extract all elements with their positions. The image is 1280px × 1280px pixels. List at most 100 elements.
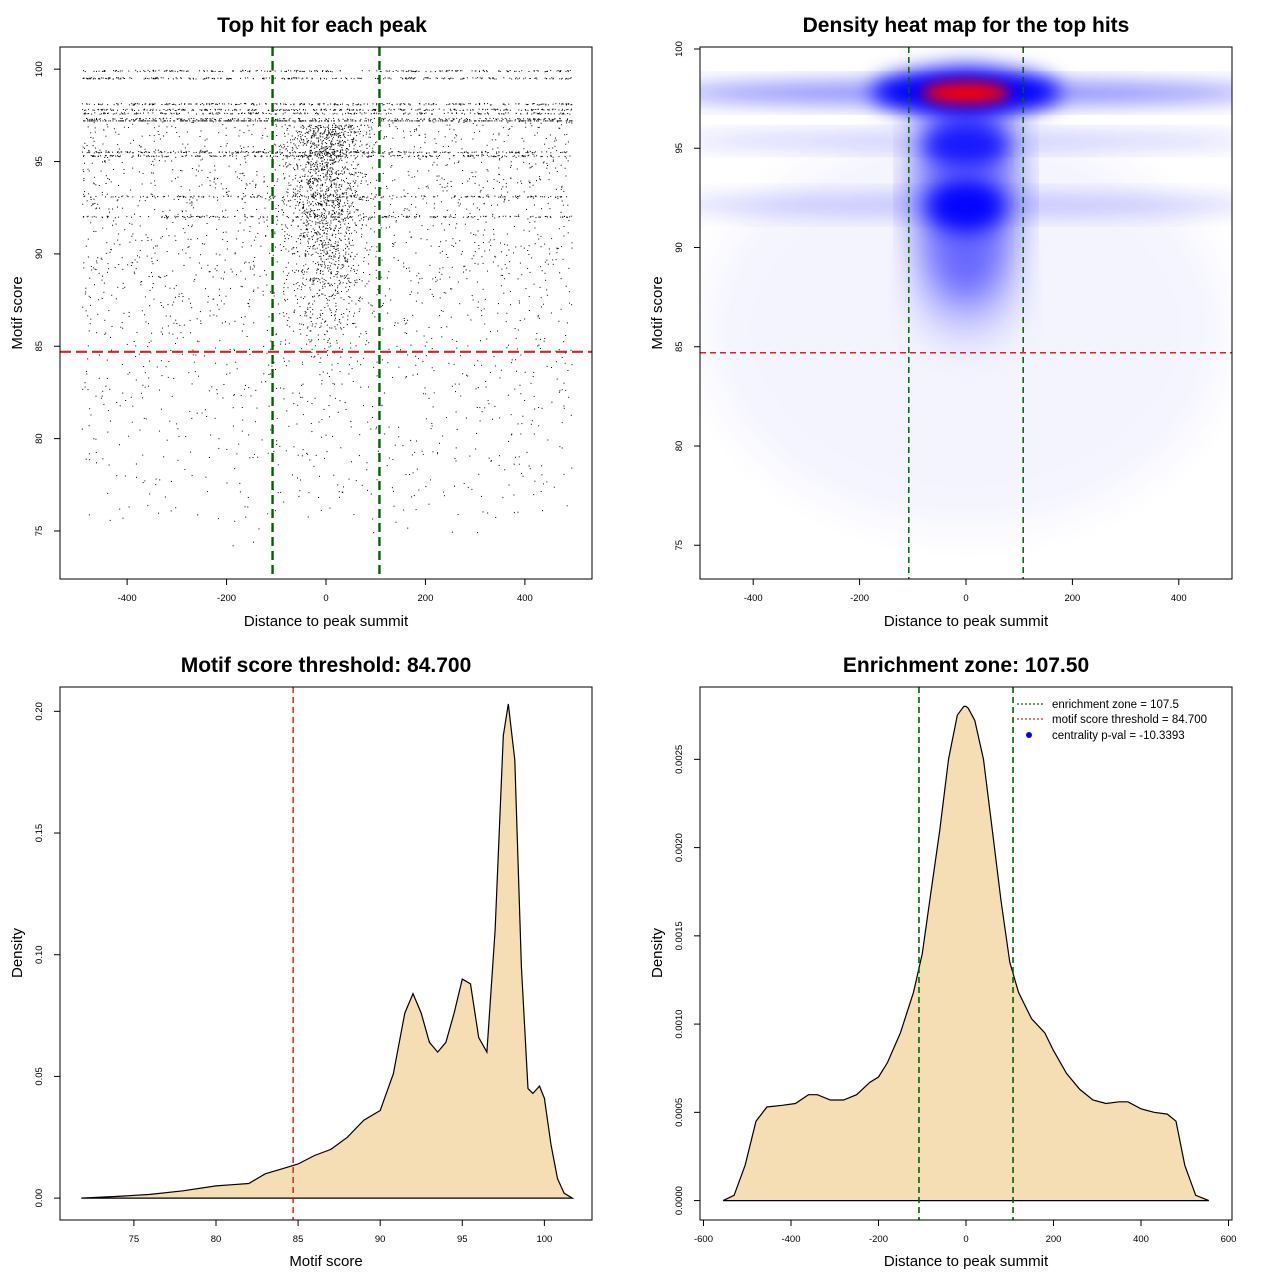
- scatter-point: [338, 491, 340, 493]
- scatter-point: [338, 159, 340, 161]
- scatter-point: [160, 112, 161, 114]
- scatter-point: [481, 411, 483, 413]
- scatter-point: [331, 71, 333, 73]
- scatter-point: [244, 216, 246, 218]
- scatter-point: [107, 78, 109, 80]
- scatter-point: [471, 258, 473, 260]
- scatter-point: [376, 479, 378, 481]
- scatter-point: [137, 155, 139, 157]
- scatter-point: [559, 120, 561, 122]
- scatter-point: [275, 334, 277, 336]
- scatter-point: [228, 109, 230, 111]
- scatter-point: [410, 439, 412, 441]
- scatter-point: [558, 228, 560, 230]
- scatter-point: [209, 120, 211, 122]
- scatter-point: [569, 69, 571, 71]
- scatter-point: [311, 120, 312, 122]
- scatter-point: [269, 195, 271, 197]
- scatter-point: [204, 70, 205, 72]
- scatter-point: [568, 291, 570, 293]
- scatter-point: [505, 108, 507, 110]
- scatter-point: [377, 450, 379, 452]
- scatter-point: [470, 216, 472, 218]
- scatter-point: [234, 127, 236, 128]
- scatter-point: [464, 265, 466, 267]
- scatter-point: [475, 70, 477, 72]
- scatter-point: [217, 178, 219, 179]
- scatter-point: [548, 109, 550, 111]
- scatter-point: [153, 195, 155, 197]
- scatter-point: [561, 109, 563, 111]
- scatter-point: [92, 203, 93, 205]
- scatter-point: [321, 436, 323, 438]
- scatter-point: [394, 120, 396, 122]
- scatter-point: [540, 179, 542, 181]
- scatter-point: [460, 152, 462, 154]
- scatter-point: [84, 120, 86, 122]
- scatter-point: [245, 195, 247, 197]
- scatter-point: [425, 156, 427, 158]
- scatter-point: [555, 188, 557, 190]
- scatter-point: [547, 263, 549, 265]
- scatter-point: [414, 217, 416, 219]
- scatter-point: [414, 216, 416, 217]
- scatter-point: [174, 215, 176, 217]
- scatter-point: [89, 408, 91, 410]
- scatter-point: [472, 123, 474, 125]
- scatter-point: [157, 78, 159, 80]
- scatter-point: [457, 514, 459, 515]
- scatter-point: [135, 356, 137, 357]
- scatter-point: [141, 392, 142, 394]
- scatter-point: [472, 155, 474, 157]
- scatter-point: [332, 113, 334, 115]
- scatter-point: [414, 77, 416, 79]
- scatter-point: [408, 209, 410, 211]
- scatter-point: [422, 155, 424, 157]
- scatter-point: [450, 180, 452, 182]
- scatter-point: [217, 113, 219, 115]
- scatter-point: [173, 198, 175, 200]
- scatter-point: [83, 120, 85, 122]
- scatter-point: [241, 150, 242, 152]
- scatter-point: [514, 215, 516, 217]
- scatter-point: [236, 274, 237, 276]
- scatter-point: [341, 170, 343, 172]
- scatter-point: [460, 78, 462, 80]
- scatter-point: [365, 332, 367, 334]
- scatter-point: [200, 149, 202, 151]
- scatter-point: [104, 319, 106, 321]
- scatter-point: [88, 193, 90, 195]
- scatter-point: [458, 205, 460, 207]
- scatter-point: [229, 151, 230, 153]
- scatter-point: [523, 148, 525, 150]
- scatter-point: [382, 118, 384, 120]
- scatter-point: [504, 109, 506, 111]
- scatter-point: [517, 196, 519, 197]
- scatter-point: [530, 195, 532, 197]
- scatter-point: [540, 196, 542, 198]
- scatter-point: [307, 453, 309, 455]
- scatter-point: [145, 77, 147, 79]
- scatter-point: [448, 152, 450, 154]
- scatter-point: [374, 216, 376, 218]
- scatter-point: [93, 152, 95, 154]
- scatter-point: [183, 264, 185, 266]
- scatter-point: [191, 383, 193, 385]
- scatter-point: [124, 229, 126, 231]
- scatter-point: [222, 71, 224, 73]
- scatter-point: [230, 103, 232, 105]
- scatter-point: [419, 278, 421, 280]
- scatter-point: [388, 119, 390, 121]
- scatter-point: [361, 280, 363, 282]
- scatter-point: [512, 151, 513, 153]
- scatter-point: [429, 78, 431, 79]
- scatter-point: [508, 344, 509, 346]
- scatter-point: [94, 112, 96, 114]
- scatter-point: [366, 103, 368, 105]
- scatter-point: [345, 219, 347, 221]
- scatter-point: [84, 109, 86, 111]
- scatter-point: [148, 78, 150, 80]
- scatter-point: [345, 409, 347, 410]
- scatter-point: [204, 139, 206, 141]
- scatter-point: [529, 216, 531, 218]
